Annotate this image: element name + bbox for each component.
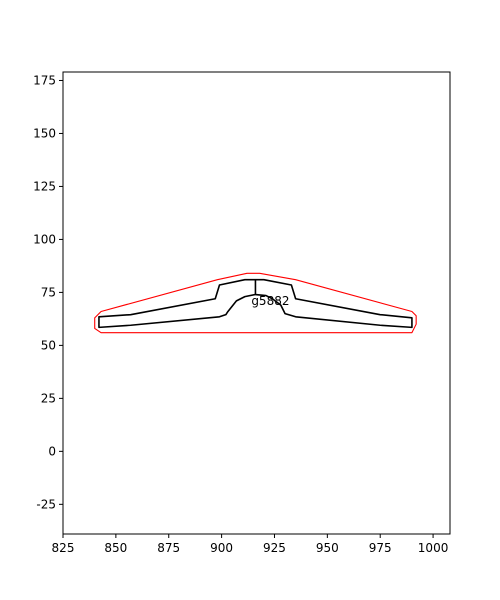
series-line-2: [98, 278, 413, 329]
y-tick-label: 125: [33, 179, 56, 193]
y-tick-label: 75: [41, 285, 56, 299]
x-tick-label: 925: [263, 541, 286, 555]
x-tick-label: 850: [104, 541, 127, 555]
x-tick-label: 900: [210, 541, 233, 555]
y-tick-label: 50: [41, 338, 56, 352]
x-tick-label: 975: [369, 541, 392, 555]
x-axis-ticks: 825 850 875 900 925 950 975 1000: [52, 534, 449, 555]
axes-frame: [62, 71, 451, 535]
annotation-label-1: g5882: [251, 294, 289, 308]
series-layer: [94, 272, 417, 334]
annotation-layer: g5882: [251, 294, 289, 308]
y-tick-label: -25: [36, 497, 56, 511]
x-tick-label: 875: [157, 541, 180, 555]
y-tick-label: 175: [33, 73, 56, 87]
y-tick-label: 150: [33, 126, 56, 140]
y-tick-label: 0: [48, 444, 56, 458]
x-tick-label: 1000: [418, 541, 449, 555]
y-tick-label: 100: [33, 232, 56, 246]
series-line-1: [94, 272, 417, 334]
x-tick-label: 950: [316, 541, 339, 555]
x-tick-label: 825: [52, 541, 75, 555]
y-axis-ticks: -25 0 25 50 75 100 125 150 175: [33, 73, 63, 511]
y-tick-label: 25: [41, 391, 56, 405]
plot-area: g5882 825 850 875 900 925 950 975 1000 -25 0 25 50…: [33, 71, 451, 555]
